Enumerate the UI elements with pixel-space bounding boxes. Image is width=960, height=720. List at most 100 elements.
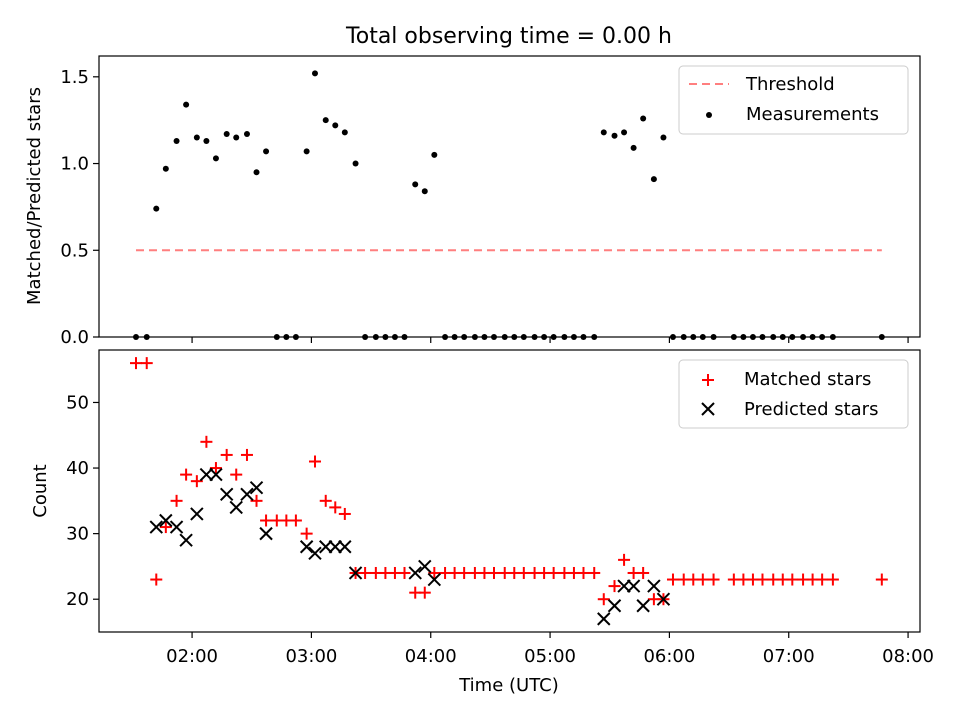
x-tick-label: 05:00 — [524, 646, 576, 667]
matched-star-point — [875, 573, 888, 586]
matched-star-point — [359, 566, 372, 579]
matched-star-point — [240, 448, 253, 461]
predicted-star-point — [169, 520, 184, 534]
measurement-point — [322, 117, 329, 124]
predicted-star-point — [656, 592, 671, 606]
predicted-star-point — [607, 599, 622, 613]
matched-star-point — [458, 566, 471, 579]
measurement-point — [600, 129, 607, 136]
top-y-tick-label: 1.0 — [60, 154, 89, 175]
predicted-star-point — [308, 546, 322, 561]
measurement-point — [311, 70, 318, 77]
x-axis-label: Time (UTC) — [458, 675, 559, 696]
predicted-star-point — [338, 540, 352, 554]
matched-star-point — [308, 455, 321, 468]
top-y-axis-label: Matched/Predicted stars — [24, 87, 45, 305]
matched-star-point — [597, 593, 610, 606]
measurement-point — [303, 148, 310, 155]
bottom-y-axis-label: Count — [30, 464, 51, 517]
bottom-y-tick-label: 30 — [66, 524, 89, 545]
measurement-point — [253, 169, 260, 176]
top-y-ticks: 0.0 0.5 1.0 1.5 — [60, 67, 99, 348]
matched-star-point — [517, 566, 530, 579]
matched-star-point — [200, 435, 213, 448]
measurement-point — [223, 131, 230, 138]
predicted-star-point — [418, 559, 432, 574]
measurement-point — [421, 188, 428, 195]
legend-predicted-swatch — [701, 402, 715, 416]
top-plot-frame — [98, 55, 921, 338]
matched-star-point — [756, 573, 769, 586]
matched-star-point — [220, 448, 233, 461]
bottom-legend: Matched stars Predicted stars — [678, 359, 909, 429]
bottom-y-ticks: 20 30 40 50 — [66, 392, 99, 610]
x-tick-label: 07:00 — [763, 646, 815, 667]
matched-star-point — [418, 586, 431, 599]
bottom-legend-box — [678, 359, 909, 429]
matched-star-point — [588, 566, 601, 579]
predicted-star-point — [647, 579, 661, 593]
legend-predicted-label: Predicted stars — [744, 399, 878, 420]
matched-star-point — [159, 521, 172, 534]
top-y-tick-label: 1.5 — [60, 67, 89, 88]
matched-star-point — [618, 553, 631, 566]
measurement-point — [650, 176, 657, 183]
legend-matched-label: Matched stars — [744, 369, 871, 390]
measurement-point — [660, 134, 667, 141]
measurement-point — [233, 134, 240, 141]
x-tick-label: 06:00 — [643, 646, 695, 667]
predicted-star-point — [219, 487, 234, 501]
matched-star-point — [608, 580, 621, 593]
matched-star-point — [250, 494, 263, 507]
bottom-y-tick-label: 20 — [66, 589, 89, 610]
predicted-star-point — [348, 566, 363, 580]
legend-matched-swatch — [702, 374, 714, 386]
legend-threshold-label: Threshold — [745, 74, 835, 95]
matched-star-point — [637, 566, 650, 579]
predicted-star-point — [636, 599, 650, 613]
predicted-star-point — [149, 520, 163, 534]
top-x-ticks — [191, 337, 909, 343]
matched-star-point — [428, 566, 441, 579]
matched-star-point — [319, 494, 332, 507]
matched-star-point — [547, 566, 560, 579]
bottom-y-tick-label: 50 — [66, 392, 89, 413]
bottom-marks — [129, 357, 888, 626]
predicted-star-point — [408, 566, 422, 580]
measurement-point — [263, 148, 270, 155]
predicted-star-point — [179, 533, 193, 547]
measurement-point — [203, 137, 210, 144]
predicted-star-point — [190, 507, 204, 521]
top-y-tick-label: 0.0 — [60, 327, 89, 348]
predicted-star-point — [259, 526, 273, 541]
matched-star-point — [398, 566, 411, 579]
matched-star-point — [260, 514, 273, 527]
top-legend-box — [678, 65, 909, 135]
predicted-star-point — [159, 513, 173, 528]
matched-star-point — [577, 566, 590, 579]
predicted-star-point — [328, 540, 342, 554]
measurement-point — [412, 181, 419, 188]
measurement-point — [173, 137, 180, 144]
measurement-point — [621, 129, 628, 136]
predicted-star-point — [597, 612, 611, 626]
bottom-plot-frame — [98, 349, 921, 633]
matched-star-point — [140, 357, 153, 370]
measurement-point — [640, 115, 647, 122]
bottom-y-tick-label: 40 — [66, 458, 89, 479]
predicted-star-point — [617, 579, 631, 593]
matched-star-point — [209, 462, 222, 475]
chart-title: Total observing time = 0.00 h — [345, 24, 672, 49]
predicted-star-point — [209, 467, 223, 482]
measurement-point — [212, 155, 219, 162]
predicted-star-point — [240, 487, 254, 501]
measurement-point — [630, 144, 637, 151]
measurement-point — [243, 131, 250, 138]
matched-star-point — [150, 573, 163, 586]
matched-star-point — [696, 573, 709, 586]
measurement-point — [352, 160, 359, 167]
matched-star-point — [129, 357, 142, 370]
predicted-star-point — [229, 500, 243, 515]
x-tick-label: 04:00 — [405, 646, 457, 667]
